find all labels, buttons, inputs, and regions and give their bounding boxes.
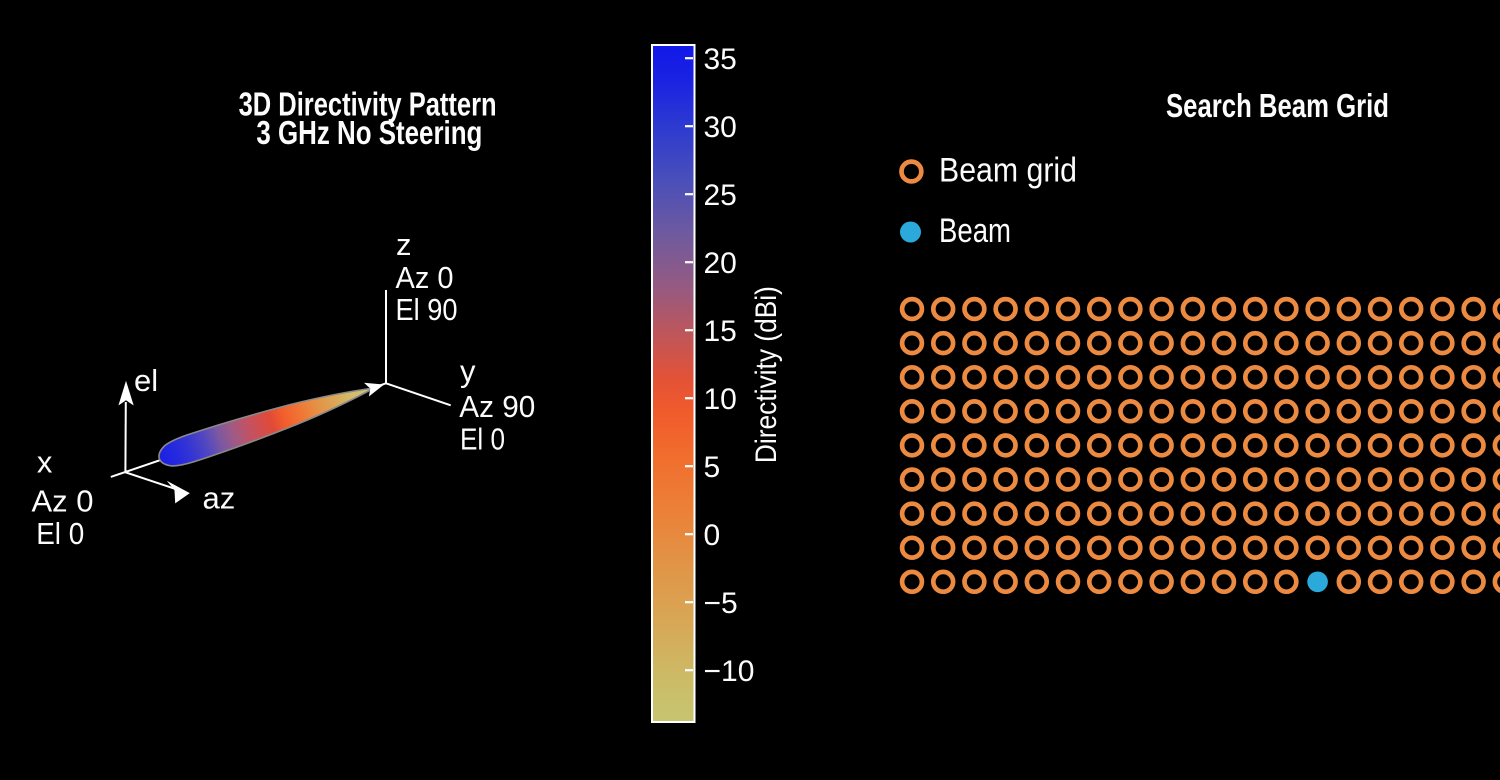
svg-text:35: 35 [704, 43, 737, 76]
svg-text:25: 25 [704, 179, 737, 212]
svg-text:Az 90: Az 90 [459, 389, 535, 424]
svg-text:Az 0: Az 0 [32, 484, 94, 519]
svg-text:Beam: Beam [939, 212, 1011, 250]
svg-text:30: 30 [704, 111, 737, 144]
svg-text:El 0: El 0 [36, 516, 84, 551]
svg-text:Search Beam Grid: Search Beam Grid [1166, 87, 1389, 124]
svg-text:El 0: El 0 [460, 421, 505, 456]
svg-text:5: 5 [704, 451, 721, 484]
svg-text:20: 20 [704, 247, 737, 280]
svg-text:Directivity (dBi): Directivity (dBi) [750, 286, 783, 463]
svg-text:−10: −10 [704, 655, 755, 688]
svg-text:0: 0 [704, 519, 721, 552]
svg-text:Beam grid: Beam grid [939, 152, 1077, 190]
svg-text:3D Directivity Pattern: 3D Directivity Pattern [239, 85, 497, 122]
svg-text:Az 0: Az 0 [396, 260, 454, 295]
svg-text:x: x [37, 444, 53, 479]
svg-text:az: az [203, 481, 236, 516]
svg-text:El 90: El 90 [396, 292, 458, 327]
svg-text:15: 15 [704, 315, 737, 348]
svg-text:y: y [460, 354, 476, 389]
svg-text:3 GHz No Steering: 3 GHz No Steering [256, 114, 482, 151]
svg-text:10: 10 [704, 383, 737, 416]
svg-text:z: z [396, 227, 412, 262]
svg-text:−5: −5 [704, 587, 738, 620]
svg-text:el: el [134, 363, 158, 398]
